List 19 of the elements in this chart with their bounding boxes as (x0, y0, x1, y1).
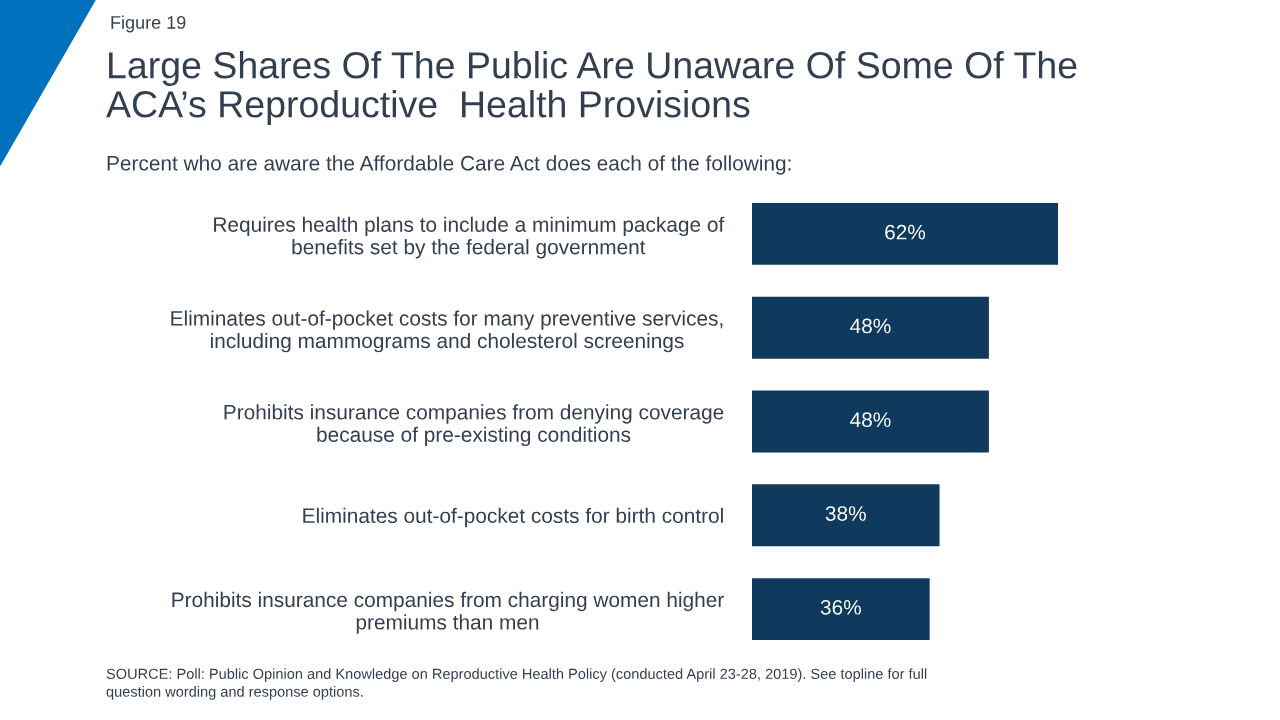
data-label: 62% (885, 224, 926, 240)
data-label: 38% (825, 506, 866, 521)
bar (752, 484, 940, 547)
bar (752, 202, 1058, 265)
data-label: 48% (850, 412, 891, 428)
bar (752, 390, 989, 453)
y-tick-label: Requires health plans to include a minimum package of benefits set by the federal government (214, 216, 725, 259)
data-label: 36% (820, 599, 861, 615)
y-tick-label: Eliminates out-of-pocket costs for birth control (303, 507, 723, 528)
source-note: SOURCE: Poll: Public Opinion and Knowledge on Reproductive Health Policy (conducted April 23-28, 2019). See topline for full question wording and response options. (106, 668, 927, 700)
data-label: 48% (850, 318, 891, 334)
text: Percent who are aware the Affordable Care Act does each of the following: (107, 155, 791, 175)
caption: Figure 19 (111, 15, 186, 33)
y-tick-label: Prohibits insurance companies from charging women higher premiums than men (172, 591, 724, 634)
y-tick-label: Prohibits insurance companies from denying coverage because of pre-existing conditions (224, 404, 724, 447)
bar (752, 578, 930, 641)
chart-title: Large Shares Of The Public Are Unaware Of Some Of The ACA’s Reproductive Health Provisions (106, 51, 1077, 125)
bar (752, 296, 989, 359)
y-tick-label: Eliminates out-of-pocket costs for many preventive services, including mammograms and cholesterol screenings (171, 310, 723, 353)
